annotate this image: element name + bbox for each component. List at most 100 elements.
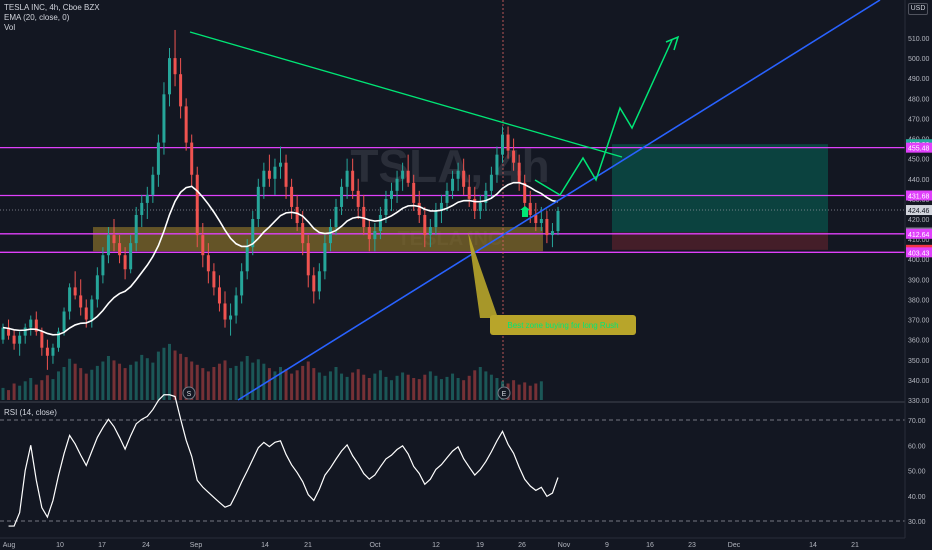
- candle: [229, 315, 233, 320]
- candle: [151, 174, 155, 195]
- time-tick-label: 26: [518, 542, 526, 549]
- candle: [168, 58, 171, 95]
- candle: [362, 206, 366, 228]
- candle: [84, 307, 88, 320]
- descending-trendline: [189, 31, 623, 158]
- candle: [73, 287, 77, 296]
- price-label-level: [906, 142, 932, 153]
- candle: [334, 206, 338, 228]
- volume-bar: [145, 358, 149, 400]
- volume-bar: [317, 372, 321, 400]
- volume-bar: [23, 381, 27, 400]
- candle: [79, 295, 83, 308]
- time-tick-label: Sep: [190, 542, 203, 549]
- volume-bar: [201, 368, 205, 400]
- candle: [528, 202, 532, 215]
- candle: [378, 214, 382, 232]
- volume-bar: [406, 374, 410, 400]
- volume-bar: [106, 356, 110, 400]
- candle: [506, 134, 510, 151]
- volume-bar: [517, 384, 521, 400]
- price-axis-bg: [905, 0, 932, 550]
- candle: [34, 319, 38, 332]
- candle: [445, 190, 449, 203]
- volume-bar: [306, 361, 310, 400]
- vol-legend[interactable]: Vol: [4, 23, 16, 32]
- volume-bar: [29, 378, 33, 400]
- rsi-tick-label: 50.00: [908, 469, 926, 476]
- candle: [539, 219, 543, 224]
- price-label-text: 431.68: [908, 194, 930, 201]
- volume-bar: [162, 347, 166, 400]
- drawings-layer[interactable]: Best zone buying for long Rush S E: [182, 0, 881, 401]
- candle: [190, 142, 194, 175]
- candle: [251, 219, 255, 248]
- volume-bar: [1, 387, 5, 400]
- time-tick-label: 23: [688, 542, 696, 549]
- candle: [384, 198, 388, 215]
- ema-legend[interactable]: EMA (20, close, 0): [4, 13, 70, 22]
- candle: [273, 166, 277, 179]
- volume-bar: [101, 361, 105, 400]
- time-tick-label: 10: [56, 542, 64, 549]
- rsi-tick-label: 70.00: [908, 418, 926, 425]
- volume-bar: [528, 385, 532, 400]
- time-tick-label: Dec: [728, 542, 741, 549]
- volume-bar: [378, 370, 382, 400]
- split-event-glyph: S: [187, 391, 192, 398]
- candle: [290, 186, 294, 207]
- volume-bar: [401, 372, 405, 400]
- volume-layer: [1, 343, 543, 400]
- time-tick-label: 21: [304, 542, 312, 549]
- candle: [68, 287, 72, 312]
- symbol-title[interactable]: TESLA INC, 4h, Cboe BZX: [4, 3, 100, 12]
- candle: [451, 178, 455, 191]
- volume-bar: [351, 372, 355, 400]
- volume-bar: [539, 381, 543, 400]
- volume-bar: [478, 367, 482, 400]
- price-tick-label: 500.00: [908, 56, 930, 63]
- rsi-legend[interactable]: RSI (14, close): [4, 408, 57, 417]
- volume-bar: [256, 359, 260, 400]
- rsi-tick-label: 40.00: [908, 494, 926, 501]
- volume-bar: [456, 378, 460, 400]
- candle: [29, 319, 33, 328]
- volume-bar: [51, 379, 55, 400]
- candle: [223, 303, 227, 320]
- candle: [95, 275, 99, 300]
- candle: [340, 186, 344, 207]
- volume-bar: [445, 376, 449, 400]
- volume-bar: [439, 379, 443, 400]
- candle: [328, 227, 332, 244]
- price-tick-label: 490.00: [908, 76, 930, 83]
- volume-bar: [240, 361, 244, 400]
- volume-bar: [284, 369, 288, 400]
- volume-bar: [206, 371, 210, 400]
- candle: [367, 227, 371, 240]
- time-tick-label: Nov: [558, 542, 571, 549]
- candle: [462, 170, 466, 187]
- candle: [23, 327, 27, 336]
- volume-bar: [140, 354, 144, 400]
- candle: [195, 174, 199, 236]
- projection-path: [534, 39, 673, 197]
- candle: [162, 94, 166, 143]
- volume-bar: [7, 390, 11, 400]
- candle: [534, 214, 538, 224]
- candle: [473, 198, 477, 211]
- volume-bar: [334, 367, 338, 400]
- candle: [550, 231, 554, 236]
- candle: [118, 243, 122, 256]
- volume-bar: [262, 363, 266, 400]
- candle: [129, 243, 133, 270]
- currency-badge[interactable]: USD: [908, 3, 928, 15]
- candle: [267, 170, 271, 179]
- price-tick-label: 480.00: [908, 96, 930, 103]
- ema-line: [2, 181, 559, 336]
- volume-bar: [229, 368, 233, 400]
- candle: [501, 134, 504, 155]
- volume-bar: [118, 363, 122, 400]
- candle: [556, 210, 560, 232]
- candle: [545, 219, 549, 236]
